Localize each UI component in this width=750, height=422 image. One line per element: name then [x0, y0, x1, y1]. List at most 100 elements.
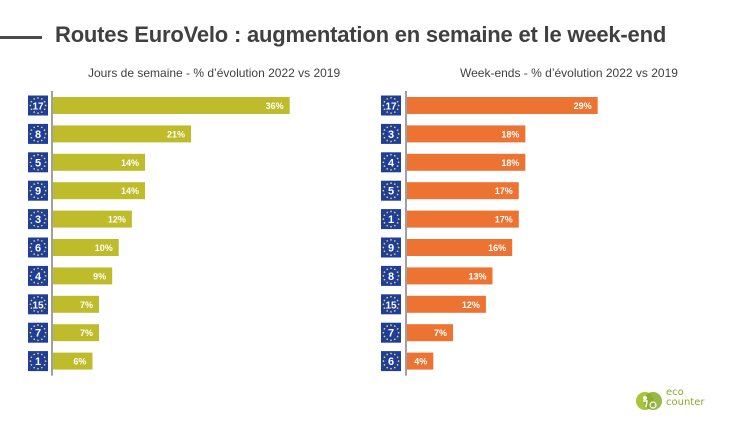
star-icon — [37, 125, 39, 128]
eurovelo-badge: 17 — [28, 95, 48, 116]
star-icon — [393, 154, 396, 157]
badge-square — [381, 152, 401, 173]
star-icon — [390, 239, 392, 241]
star-icon — [33, 310, 36, 312]
star-icon — [396, 222, 399, 224]
badge-square — [381, 237, 401, 258]
star-icon — [40, 154, 43, 157]
star-icon — [386, 224, 389, 227]
star-icon — [396, 356, 399, 359]
star-icon — [382, 360, 385, 362]
star-icon — [396, 364, 399, 366]
eurovelo-badge: 4 — [28, 265, 48, 286]
star-icon — [382, 104, 385, 107]
bar — [407, 153, 526, 171]
eurovelo-badge: 9 — [28, 180, 48, 201]
eurovelo-badge: 6 — [381, 351, 401, 372]
category-label: 17 — [32, 102, 44, 113]
star-icon — [33, 253, 36, 255]
data-label: 36% — [266, 101, 284, 111]
eurovelo-badge: 7 — [28, 322, 48, 343]
star-icon — [382, 189, 385, 192]
eco-counter-logo-icon — [636, 392, 662, 410]
bar — [53, 267, 113, 285]
star-icon — [30, 108, 33, 111]
star-icon — [43, 299, 46, 302]
star-icon — [43, 100, 46, 103]
star-icon — [44, 246, 47, 249]
star-icon — [393, 353, 396, 356]
star-icon — [386, 139, 389, 142]
brand-line1: eco — [666, 387, 684, 398]
star-icon — [33, 353, 36, 356]
star-icon — [390, 97, 392, 99]
star-icon — [37, 153, 39, 156]
category-label: 6 — [388, 356, 394, 368]
star-icon — [33, 126, 36, 129]
star-icon — [383, 328, 386, 330]
star-icon — [386, 296, 389, 299]
star-icon — [393, 366, 396, 369]
star-icon — [390, 169, 392, 171]
star-icon — [393, 139, 396, 142]
star-icon — [386, 154, 389, 157]
star-icon — [393, 183, 396, 185]
star-icon — [396, 193, 399, 196]
star-icon — [390, 210, 392, 213]
star-icon — [386, 126, 389, 129]
bar — [407, 267, 493, 285]
badge-square — [28, 351, 48, 372]
star-icon — [30, 271, 33, 273]
star-icon — [33, 240, 36, 242]
star-icon — [30, 242, 33, 245]
star-icon — [37, 339, 39, 342]
star-icon — [397, 189, 400, 192]
data-label: 7% — [80, 300, 93, 310]
star-icon — [390, 267, 392, 270]
star-icon — [29, 246, 32, 249]
eurovelo-badge: 3 — [28, 209, 48, 230]
star-icon — [383, 242, 386, 245]
star-icon — [43, 335, 46, 338]
star-icon — [37, 97, 39, 99]
bar — [53, 239, 119, 256]
category-label: 9 — [35, 186, 41, 198]
star-icon — [383, 193, 386, 196]
star-icon — [393, 310, 396, 312]
badge-square — [28, 209, 48, 230]
star-icon — [37, 324, 39, 326]
star-icon — [33, 168, 36, 170]
star-icon — [37, 367, 39, 370]
category-label: 5 — [35, 157, 41, 169]
star-icon — [43, 271, 46, 273]
star-icon — [29, 218, 32, 220]
eco-counter-logo: eco counter — [636, 388, 736, 414]
star-icon — [43, 136, 46, 139]
badge-square — [381, 180, 401, 201]
star-icon — [40, 338, 43, 341]
star-icon — [383, 165, 386, 167]
data-label: 17% — [495, 215, 513, 225]
star-icon — [393, 281, 396, 284]
star-icon — [393, 240, 396, 242]
star-icon — [44, 161, 47, 164]
star-icon — [33, 296, 36, 299]
star-icon — [396, 278, 399, 281]
data-label: 13% — [468, 271, 486, 281]
eurovelo-badge: 7 — [381, 322, 401, 343]
bar — [53, 295, 100, 313]
star-icon — [44, 303, 47, 306]
category-label: 15 — [385, 300, 397, 311]
weekday-chart-title: Jours de semaine - % d’évolution 2022 vs… — [88, 66, 341, 80]
star-icon — [397, 104, 400, 107]
star-icon — [44, 275, 47, 277]
star-icon — [383, 335, 386, 338]
star-icon — [43, 364, 46, 366]
bar — [53, 182, 146, 200]
brand-line2: counter — [666, 397, 705, 408]
star-icon — [30, 278, 33, 281]
star-icon — [40, 168, 43, 170]
badge-square — [28, 95, 48, 116]
badge-square — [381, 294, 401, 315]
